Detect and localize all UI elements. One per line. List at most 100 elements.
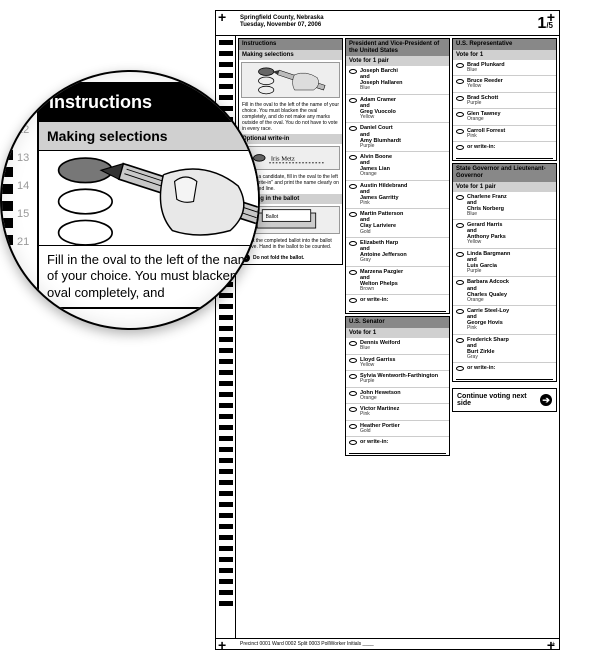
timing-mark (219, 535, 233, 540)
candidate-row[interactable]: Carrie Steel-LoyandGeorge HovisPink (453, 305, 556, 334)
candidate-row[interactable]: Barbara AdcockandCharles QualeyOrange (453, 276, 556, 305)
candidate-row[interactable]: John HewetsonOrange (346, 387, 449, 404)
candidate-row[interactable]: Frederick SharpandBurt ZirkleGray (453, 334, 556, 363)
candidate-party: Yellow (360, 363, 395, 369)
candidate-row[interactable]: Brad PlunkardBlue (453, 60, 556, 76)
vote-oval[interactable] (456, 366, 464, 371)
candidate-name: Adam CramerandGreg Vuocolo (360, 97, 396, 115)
vote-oval[interactable] (456, 309, 464, 314)
candidate-row[interactable]: Joseph BarchiandJoseph HallarenBlue (346, 66, 449, 94)
mag-timing-marks (0, 82, 13, 296)
candidate-row[interactable]: Brad SchottPurple (453, 92, 556, 109)
vote-oval[interactable] (349, 126, 357, 131)
candidate-row[interactable]: Adam CramerandGreg VuocoloYellow (346, 94, 449, 123)
vote-oval[interactable] (349, 440, 357, 445)
race-governor: State Governor and Lieutenant-Governor V… (452, 163, 557, 382)
mag-making-selections-header: Making selections (39, 121, 260, 150)
write-in-row[interactable]: or write-in: (346, 436, 449, 447)
timing-mark (219, 359, 233, 364)
timing-mark (0, 99, 13, 109)
timing-mark (219, 469, 233, 474)
write-in-row[interactable]: or write-in: (453, 362, 556, 373)
candidate-row[interactable]: Lloyd GarrissYellow (346, 354, 449, 371)
candidate-name: Alvin BooneandJames Lian (360, 154, 392, 172)
candidate-row[interactable]: Charlene FranzandChris NorbergBlue (453, 192, 556, 220)
corner-mark: + (547, 637, 555, 653)
vote-oval[interactable] (349, 184, 357, 189)
candidate-party: Orange (360, 396, 401, 402)
vote-oval[interactable] (456, 338, 464, 343)
race-usrep: U.S. Representative Vote for 1 Brad Plun… (452, 38, 557, 161)
vote-oval[interactable] (456, 129, 464, 134)
candidate-row[interactable]: Linda BargmannandLuis GarciaPurple (453, 248, 556, 277)
candidate-row[interactable]: Sylvia Wentworth-FarthingtonPurple (346, 370, 449, 387)
candidate-row[interactable]: Dennis WeifordBlue (346, 338, 449, 354)
candidate-row[interactable]: Elizabeth HarpandAntoine JeffersonGray (346, 237, 449, 266)
candidate-row[interactable]: Austin HildebrandandJames GarrittyPink (346, 180, 449, 209)
vote-oval[interactable] (349, 358, 357, 363)
timing-mark (219, 370, 233, 375)
vote-oval[interactable] (349, 98, 357, 103)
timing-number: 21 (17, 236, 29, 248)
candidate-party: Purple (467, 269, 510, 275)
write-in-line[interactable] (349, 448, 446, 454)
vote-oval[interactable] (456, 63, 464, 68)
candidate-row[interactable]: Carroll ForrestPink (453, 125, 556, 142)
race-senator: U.S. Senator Vote for 1 Dennis WeifordBl… (345, 316, 450, 456)
vote-oval[interactable] (349, 374, 357, 379)
vote-oval[interactable] (456, 223, 464, 228)
candidate-row[interactable]: Martin PattersonandClay LariviereGold (346, 208, 449, 237)
vote-oval[interactable] (349, 407, 357, 412)
candidate-name: Barbara AdcockandCharles Qualey (467, 279, 509, 297)
vote-oval[interactable] (349, 69, 357, 74)
timing-mark (219, 315, 233, 320)
candidate-row[interactable]: Heather PortierGold (346, 420, 449, 437)
timing-number: 14 (17, 180, 29, 192)
candidate-name: Charlene FranzandChris Norberg (467, 194, 507, 212)
vote-oval[interactable] (456, 145, 464, 150)
timing-mark (219, 458, 233, 463)
vote-oval[interactable] (349, 424, 357, 429)
mag-instructions-text: Fill in the oval to the left of the name… (39, 245, 260, 307)
vote-oval[interactable] (349, 341, 357, 346)
vote-oval[interactable] (456, 195, 464, 200)
candidate-row[interactable]: Daniel CourtandAmy BlumhardtPurple (346, 122, 449, 151)
candidate-name: Austin HildebrandandJames Garritty (360, 183, 407, 201)
write-in-line[interactable] (456, 374, 553, 380)
vote-oval[interactable] (456, 280, 464, 285)
vote-oval[interactable] (349, 391, 357, 396)
write-in-label: or write-in: (467, 365, 495, 371)
timing-mark (219, 590, 233, 595)
candidate-row[interactable]: Victor MartinezPink (346, 403, 449, 420)
vote-oval[interactable] (456, 112, 464, 117)
write-in-line[interactable] (456, 153, 553, 159)
vote-oval[interactable] (349, 298, 357, 303)
vote-oval[interactable] (349, 212, 357, 217)
candidate-row[interactable]: Bruce ReederYellow (453, 75, 556, 92)
vote-oval[interactable] (456, 79, 464, 84)
write-in-row[interactable]: or write-in: (346, 294, 449, 305)
vote-oval[interactable] (349, 241, 357, 246)
write-in-line[interactable] (349, 306, 446, 312)
timing-mark (0, 150, 13, 160)
race-title: State Governor and Lieutenant-Governor (453, 164, 556, 181)
race-votefor: Vote for 1 pair (453, 182, 556, 192)
vote-oval[interactable] (349, 155, 357, 160)
candidate-party: Gold (360, 429, 400, 435)
candidate-party: Gray (467, 355, 509, 361)
write-in-row[interactable]: or write-in: (453, 141, 556, 152)
candidate-name: Martin PattersonandClay Lariviere (360, 211, 403, 229)
candidate-party: Blue (467, 212, 507, 218)
vote-oval[interactable] (349, 270, 357, 275)
column-2: President and Vice-President of the Unit… (345, 38, 450, 636)
candidate-row[interactable]: Glen TawneyOrange (453, 108, 556, 125)
candidate-row[interactable]: Marzena PazgierandWelton PhelpsBrown (346, 266, 449, 295)
timing-mark (219, 568, 233, 573)
candidate-row[interactable]: Alvin BooneandJames LianOrange (346, 151, 449, 180)
vote-oval[interactable] (456, 96, 464, 101)
candidate-row[interactable]: Gerard HarrisandAnthony ParksYellow (453, 219, 556, 248)
vote-oval[interactable] (456, 252, 464, 257)
candidate-party: Brown (360, 287, 403, 293)
candidate-party: Gray (360, 258, 407, 264)
candidate-party: Yellow (467, 240, 506, 246)
